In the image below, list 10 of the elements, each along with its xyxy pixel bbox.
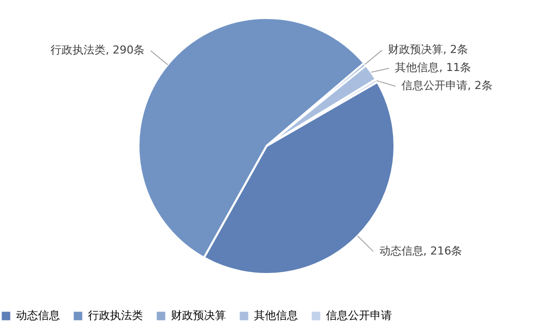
data-label: 信息公开申请, 2条	[401, 79, 492, 92]
data-label: 其他信息, 11条	[395, 61, 472, 74]
legend-label: 财政预决算	[171, 309, 226, 322]
legend-label: 行政执法类	[88, 309, 143, 322]
legend-label: 信息公开申请	[326, 309, 392, 322]
data-label: 动态信息, 216条	[379, 244, 462, 258]
legend-label: 动态信息	[16, 309, 60, 322]
data-label: 行政执法类, 290条	[50, 44, 145, 57]
data-label: 财政预决算, 2条	[388, 43, 468, 56]
legend-label: 其他信息	[254, 309, 298, 322]
